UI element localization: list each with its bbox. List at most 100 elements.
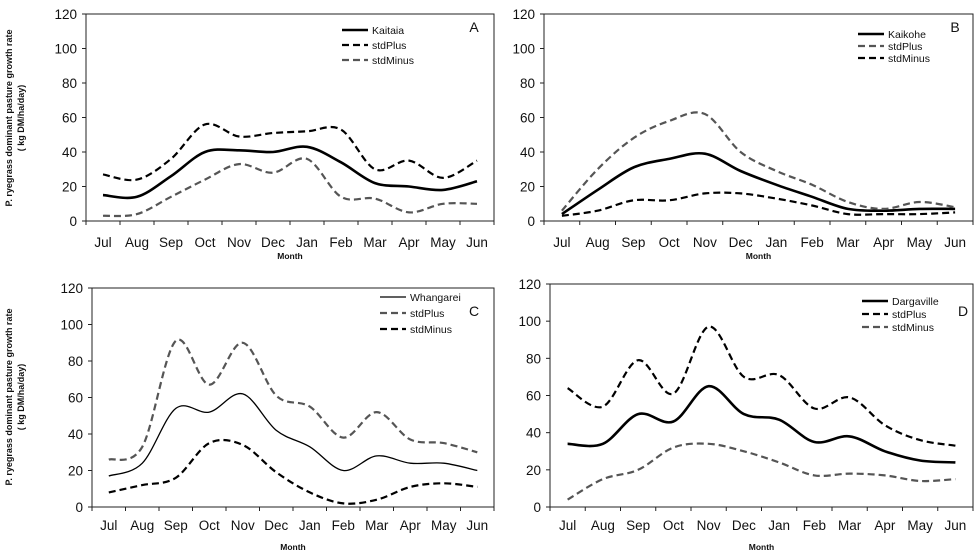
- x-tick-label-oct: Oct: [199, 518, 220, 533]
- x-tick-label-may: May: [907, 235, 933, 250]
- x-axis-title: Month: [277, 251, 303, 261]
- y-tick-label: 20: [526, 463, 541, 478]
- series-line-stdplus: [561, 111, 956, 212]
- x-axis-title: Month: [749, 542, 775, 552]
- legend-label-kaikohe: Kaikohe: [888, 29, 926, 41]
- x-tick-label-sep: Sep: [159, 235, 183, 250]
- series-line-stdminus: [102, 157, 478, 218]
- x-tick-label-jan: Jan: [765, 235, 787, 250]
- y-tick-label: 60: [62, 111, 77, 126]
- series-line-kaikohe: [561, 151, 956, 216]
- x-tick-label-apr: Apr: [874, 518, 896, 533]
- series-line-stdplus: [108, 338, 478, 461]
- x-tick-label-sep: Sep: [621, 235, 645, 250]
- x-tick-label-feb: Feb: [803, 518, 826, 533]
- x-tick-label-mar: Mar: [363, 235, 387, 250]
- x-tick-label-apr: Apr: [398, 235, 420, 250]
- y-tick-label: 120: [518, 277, 541, 292]
- panel-letter-c: C: [469, 303, 479, 319]
- x-tick-label-oct: Oct: [194, 235, 215, 250]
- x-tick-label-jul: Jul: [553, 235, 570, 250]
- x-tick-label-may: May: [430, 235, 456, 250]
- x-tick-label-aug: Aug: [591, 518, 615, 533]
- panel-letter-b: B: [950, 19, 959, 35]
- x-tick-label-jul: Jul: [559, 518, 576, 533]
- x-tick-label-jan: Jan: [296, 235, 318, 250]
- y-tick-label: 40: [526, 426, 541, 441]
- x-tick-label-oct: Oct: [659, 235, 680, 250]
- y-axis-title-top-line2: ( kg DM/ha/day): [16, 85, 26, 152]
- series-line-dargaville: [567, 384, 956, 464]
- x-tick-label-feb: Feb: [800, 235, 823, 250]
- x-tick-label-feb: Feb: [332, 518, 355, 533]
- x-tick-label-sep: Sep: [626, 518, 650, 533]
- y-tick-label: 60: [526, 389, 541, 404]
- x-tick-label-nov: Nov: [693, 235, 717, 250]
- y-tick-label: 60: [520, 111, 535, 126]
- x-tick-label-may: May: [431, 518, 457, 533]
- y-tick-label: 100: [54, 42, 77, 57]
- panel-letter-a: A: [469, 19, 479, 35]
- x-tick-label-apr: Apr: [873, 235, 895, 250]
- legend-label-stdminus: stdMinus: [892, 322, 934, 334]
- y-tick-label: 40: [68, 427, 83, 442]
- y-tick-label: 80: [68, 354, 83, 369]
- y-tick-label: 80: [62, 76, 77, 91]
- x-tick-label-nov: Nov: [697, 518, 721, 533]
- series-line-stdminus: [561, 191, 956, 217]
- y-tick-label: 60: [68, 391, 83, 406]
- chart-panel-d: 0 20 40 60 80 100 120 Jul Aug Sep Oct Nov Dec Jan Feb M…: [518, 277, 974, 552]
- x-tick-label-mar: Mar: [838, 518, 862, 533]
- legend-label-stdminus: stdMinus: [372, 55, 414, 67]
- x-tick-label-oct: Oct: [663, 518, 684, 533]
- x-tick-label-mar: Mar: [365, 518, 389, 533]
- x-tick-label-aug: Aug: [130, 518, 154, 533]
- x-axis-title: Month: [746, 251, 772, 261]
- y-tick-label: 80: [526, 351, 541, 366]
- y-tick-label: 20: [62, 180, 77, 195]
- y-tick-label: 100: [60, 318, 83, 333]
- x-tick-label-dec: Dec: [261, 235, 285, 250]
- series-line-stdminus: [567, 442, 956, 501]
- series-line-kaitaia: [102, 145, 478, 200]
- x-tick-label-dec: Dec: [729, 235, 753, 250]
- x-tick-label-apr: Apr: [400, 518, 422, 533]
- y-tick-label: 20: [68, 464, 83, 479]
- x-tick-label-jun: Jun: [466, 235, 488, 250]
- x-tick-label-dec: Dec: [264, 518, 288, 533]
- y-tick-label: 40: [520, 145, 535, 160]
- x-tick-label-dec: Dec: [732, 518, 756, 533]
- y-tick-label: 0: [527, 214, 535, 229]
- legend-label-stdplus: stdPlus: [372, 40, 406, 52]
- series-line-whangarei: [108, 393, 478, 477]
- y-tick-label: 120: [512, 7, 535, 22]
- chart-panel-b: 0 20 40 60 80 100 120 Jul Aug Sep Oct Nov Dec Jan Feb M…: [512, 7, 974, 261]
- y-tick-label: 100: [518, 314, 541, 329]
- legend-label-dargaville: Dargaville: [892, 296, 939, 308]
- y-tick-label: 100: [512, 42, 535, 57]
- x-tick-label-mar: Mar: [836, 235, 860, 250]
- x-tick-label-jul: Jul: [94, 235, 111, 250]
- y-tick-label: 0: [69, 214, 77, 229]
- y-tick-label: 20: [520, 180, 535, 195]
- x-tick-label-jul: Jul: [100, 518, 117, 533]
- legend-label-stdplus: stdPlus: [410, 308, 444, 320]
- x-tick-label-jun: Jun: [944, 235, 966, 250]
- x-tick-label-jan: Jan: [768, 518, 790, 533]
- x-axis-title: Month: [280, 542, 306, 552]
- y-axis-title-bottom-line1: P. ryegrass dominant pasture growth rate: [4, 309, 14, 486]
- chart-panel-a: 0 20 40 60 80 100 120 Jul Aug Sep Oct Nov Dec Jan Feb M…: [54, 7, 495, 261]
- legend-label-whangarei: Whangarei: [410, 292, 461, 304]
- y-tick-label: 0: [75, 500, 83, 515]
- x-tick-label-sep: Sep: [164, 518, 188, 533]
- legend-label-stdplus: stdPlus: [888, 41, 922, 53]
- y-tick-label: 80: [520, 76, 535, 91]
- x-tick-label-jun: Jun: [944, 518, 966, 533]
- series-line-stdplus: [102, 122, 478, 182]
- y-axis-title-bottom-line2: ( kg DM/ha/day): [16, 364, 26, 431]
- y-tick-label: 120: [54, 7, 77, 22]
- chart-panel-c: 0 20 40 60 80 100 120 Jul Aug Sep Oct Nov Dec Jan Feb M…: [60, 281, 495, 552]
- y-axis-title-top-line1: P. ryegrass dominant pasture growth rate: [4, 30, 14, 207]
- x-tick-label-aug: Aug: [125, 235, 149, 250]
